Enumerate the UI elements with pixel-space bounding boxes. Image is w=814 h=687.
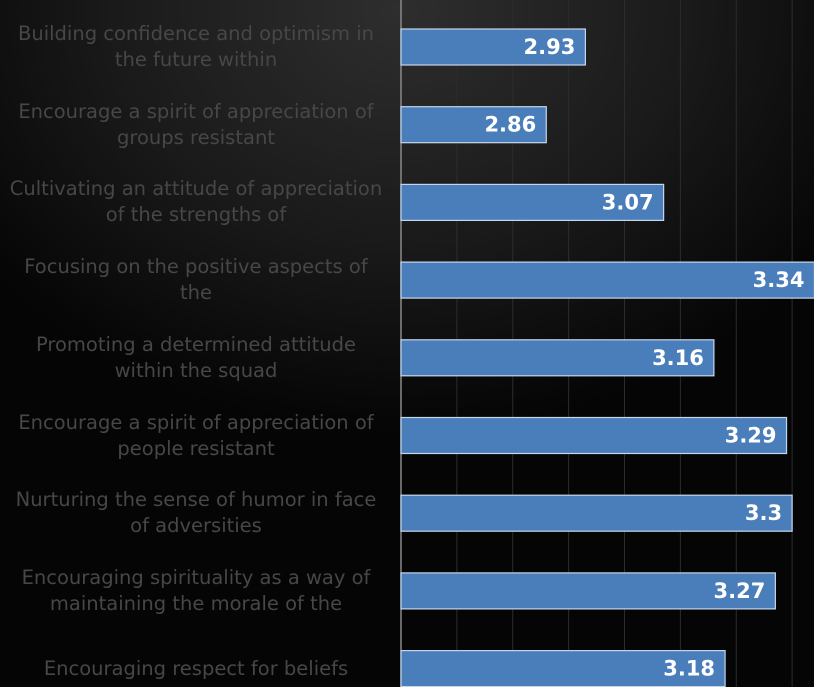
value-label: 3.3 <box>745 501 782 525</box>
bar <box>400 494 793 532</box>
category-label: Encouraging respect for beliefs <box>43 656 349 680</box>
category-label: Encouraging spirituality as a way of mai… <box>21 565 371 615</box>
value-label: 3.27 <box>714 579 766 603</box>
category-label: Nurturing the sense of humor in face of … <box>15 488 377 538</box>
bar <box>400 339 715 377</box>
bar <box>400 416 788 455</box>
bar <box>400 106 547 144</box>
category-label: Encourage a spirit of appreciation of pe… <box>18 410 374 460</box>
category-label: Encourage a spirit of appreciation of gr… <box>18 99 374 149</box>
value-label: 2.93 <box>524 35 576 59</box>
category-label: Building confidence and optimism in the … <box>17 22 375 71</box>
bar <box>400 261 814 299</box>
value-label: 3.29 <box>725 424 777 448</box>
value-label: 3.07 <box>602 190 654 214</box>
category-label: Cultivating an attitude of appreciation … <box>9 177 383 227</box>
value-label: 3.18 <box>663 657 715 681</box>
category-label: Focusing on the positive aspects of the <box>24 255 368 305</box>
category-label: Promoting a determined attitude within t… <box>35 332 357 382</box>
bar <box>400 28 586 66</box>
bar <box>400 183 665 221</box>
value-label: 3.16 <box>652 346 704 370</box>
bar <box>400 649 726 687</box>
value-label: 2.86 <box>484 113 536 137</box>
bar <box>400 572 776 610</box>
value-label: 3.34 <box>753 268 805 292</box>
